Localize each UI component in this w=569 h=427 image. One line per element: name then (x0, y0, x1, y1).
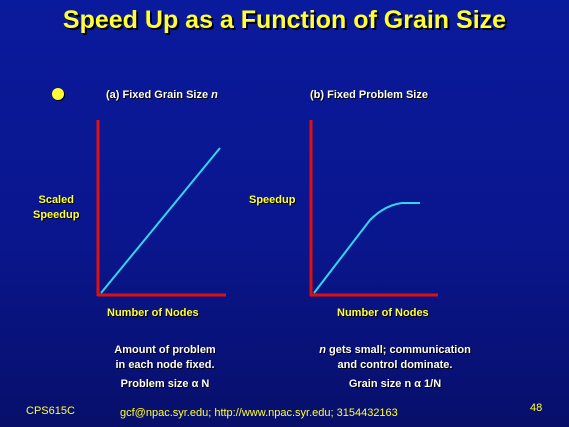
panel-b-note-var: n (319, 344, 326, 356)
footer-course: CPS615C (26, 405, 75, 417)
footer-page-number: 48 (530, 402, 543, 414)
panel-a-heading-text: (a) Fixed Grain Size (106, 89, 209, 101)
panel-a-y-label-line1: Scaled (38, 194, 74, 206)
panel-b-saturating-curve (313, 202, 420, 294)
panel-a-x-label: Number of Nodes (107, 307, 199, 319)
panel-a-note-line3: Problem size α N (120, 378, 210, 390)
panel-a-y-label: Scaled Speedup (33, 193, 79, 223)
panel-b-note-line1: gets small; communication (325, 344, 471, 356)
bullet-dot (52, 88, 64, 100)
panel-a-linear-curve (100, 147, 221, 294)
panel-b-x-label: Number of Nodes (337, 307, 429, 319)
panel-a-heading-var: n (211, 89, 218, 101)
panel-b-note: n gets small; communication and control … (290, 343, 500, 392)
panel-a-y-label-line2: Speedup (33, 209, 80, 221)
panel-b-plot (309, 120, 438, 297)
panel-b-note-line2: and control dominate. (337, 359, 453, 371)
panel-b-note-line3: Grain size n α 1/N (348, 378, 442, 390)
footer-contact: gcf@npac.syr.edu; http://www.npac.syr.ed… (120, 407, 398, 419)
panel-a-plot (96, 120, 226, 297)
panel-a-note-line2: in each node fixed. (115, 359, 215, 371)
panel-a-heading: (a) Fixed Grain Size n (106, 89, 218, 101)
panel-b-heading: (b) Fixed Problem Size (310, 89, 428, 101)
panel-a-note: Amount of problem in each node fixed. Pr… (90, 343, 240, 392)
panel-b-y-label: Speedup (249, 194, 296, 206)
slide-title: Speed Up as a Function of Grain Size (62, 6, 507, 34)
panel-b-note-line1-wrap: n gets small; communication (290, 343, 500, 358)
panel-a-note-line1: Amount of problem (114, 344, 216, 356)
